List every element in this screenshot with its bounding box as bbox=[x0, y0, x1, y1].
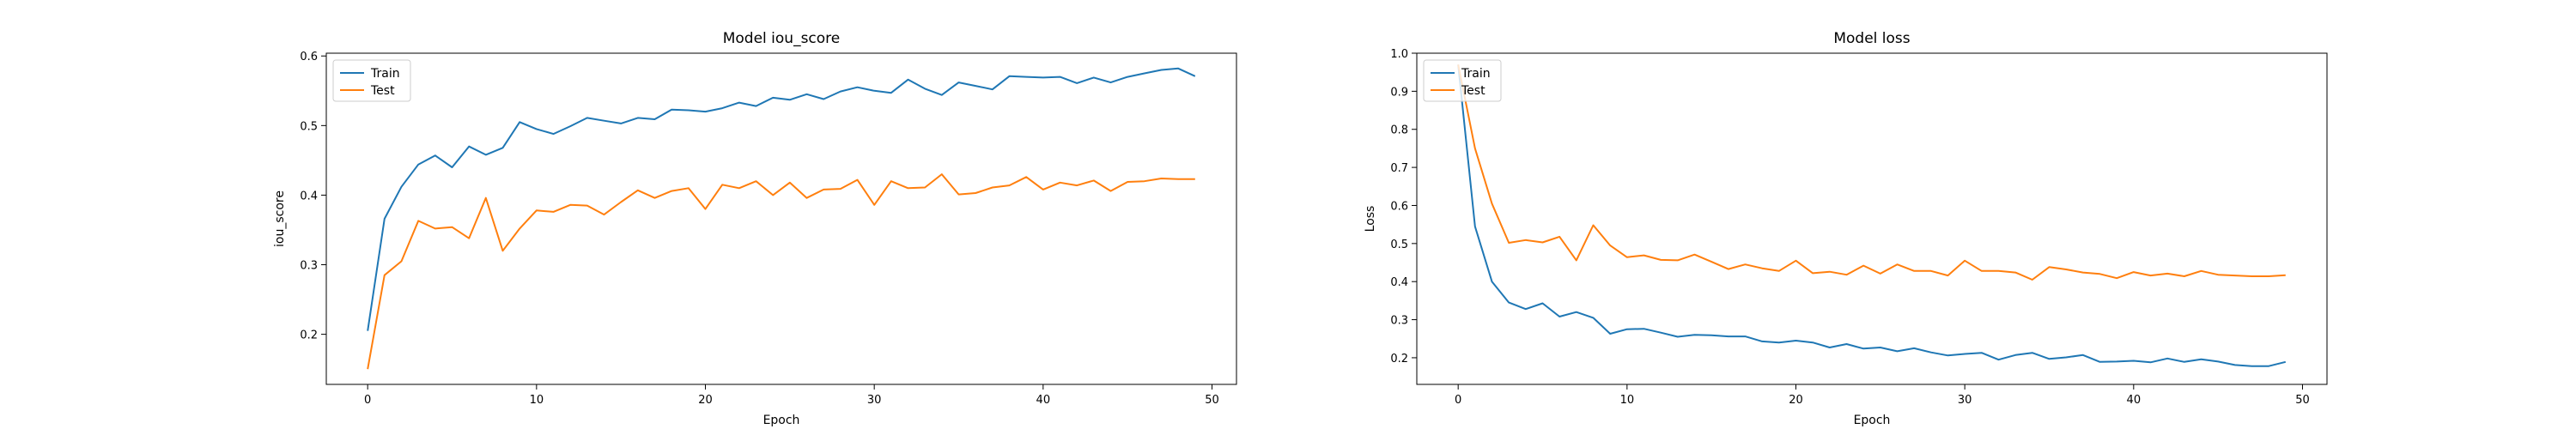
iou-score-series-train-line bbox=[367, 67, 1196, 331]
loss-ticks: 0 10 20 30 40 50 0.2 0.3 0.4 0.5 0.6 0.7 0.8 0.9 1.0 bbox=[1390, 48, 2309, 407]
iou-score-x-tick-label-30: 30 bbox=[867, 394, 882, 407]
loss-x-tick-label-0: 0 bbox=[1455, 394, 1461, 407]
loss-series-test-line bbox=[1457, 64, 2286, 281]
iou-score-y-tick-label-2: 0.4 bbox=[300, 190, 318, 202]
loss-x-tick-label-40: 40 bbox=[2127, 394, 2142, 407]
loss-y-tick-label-4: 0.6 bbox=[1390, 200, 1408, 213]
loss-legend-test-label: Test bbox=[1461, 84, 1485, 98]
iou-score-y-axis-label: iou_score bbox=[273, 190, 287, 247]
loss-x-tick-label-10: 10 bbox=[1620, 394, 1635, 407]
loss-series-train-line bbox=[1457, 64, 2287, 367]
loss-x-axis-label: Epoch bbox=[1854, 414, 1891, 427]
iou-score-x-tick-label-10: 10 bbox=[530, 394, 544, 407]
iou-score-x-tick-label-40: 40 bbox=[1036, 394, 1051, 407]
loss-x-tick-label-50: 50 bbox=[2295, 394, 2310, 407]
loss-y-tick-label-7: 0.9 bbox=[1390, 86, 1408, 99]
loss-legend: Train Test bbox=[1423, 59, 1502, 102]
iou-score-lines bbox=[367, 67, 1196, 370]
loss-plot-frame bbox=[1416, 52, 2328, 385]
loss-x-tick-label-30: 30 bbox=[1958, 394, 1972, 407]
loss-y-tick-label-6: 0.8 bbox=[1390, 124, 1408, 137]
iou-score-legend-test-label: Test bbox=[370, 84, 395, 98]
loss-y-tick-label-3: 0.5 bbox=[1390, 239, 1408, 251]
iou-score-y-tick-label-3: 0.5 bbox=[300, 120, 318, 133]
loss-y-tick-label-2: 0.4 bbox=[1390, 276, 1408, 289]
loss-x-tick-label-20: 20 bbox=[1789, 394, 1803, 407]
iou-score-plot-frame bbox=[325, 52, 1237, 385]
iou-score-legend-train-label: Train bbox=[370, 67, 400, 81]
loss-chart: Model loss Epoch Loss 0 10 20 30 40 500.20.30… bbox=[1364, 30, 2328, 427]
iou-score-x-axis-label: Epoch bbox=[763, 414, 800, 427]
iou-score-legend: Train Test bbox=[332, 59, 411, 102]
iou-score-x-tick-label-0: 0 bbox=[364, 394, 371, 407]
iou-score-x-tick-label-20: 20 bbox=[698, 394, 713, 407]
loss-y-axis-label: Loss bbox=[1364, 206, 1377, 233]
loss-chart-title: Model loss bbox=[1833, 30, 1910, 47]
loss-y-tick-label-1: 0.3 bbox=[1390, 315, 1408, 328]
loss-y-tick-label-5: 0.7 bbox=[1390, 162, 1408, 175]
iou-score-series-test-line bbox=[367, 173, 1195, 370]
loss-y-tick-label-8: 1.0 bbox=[1390, 48, 1408, 61]
loss-lines bbox=[1457, 64, 2287, 367]
iou-score-y-tick-label-1: 0.3 bbox=[300, 260, 318, 273]
iou-score-y-tick-label-4: 0.6 bbox=[300, 51, 318, 63]
iou-score-y-tick-label-0: 0.2 bbox=[300, 329, 318, 342]
loss-y-tick-label-0: 0.2 bbox=[1390, 353, 1408, 366]
iou-score-chart-title: Model iou_score bbox=[723, 30, 841, 47]
iou-score-chart: Model iou_score Epoch iou_score 0 10 20 30 4… bbox=[273, 30, 1237, 427]
loss-legend-train-label: Train bbox=[1461, 67, 1491, 81]
iou-score-ticks: 0 10 20 30 40 50 0.2 0.3 0.4 0.5 0.6 bbox=[300, 51, 1218, 407]
iou-score-x-tick-label-50: 50 bbox=[1205, 394, 1219, 407]
